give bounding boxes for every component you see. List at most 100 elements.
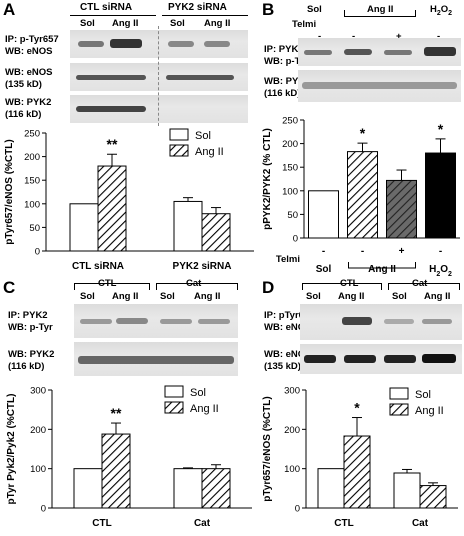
- bar: [386, 179, 417, 239]
- x-tick-label: CTL siRNA: [72, 261, 124, 272]
- y-tick-label: 200: [30, 425, 46, 436]
- legend-label: Sol: [415, 389, 431, 401]
- a-divider: [158, 26, 159, 126]
- legend-swatch: [164, 401, 184, 414]
- x-tick-label: CTL: [92, 518, 111, 529]
- x-tick-sign: -: [361, 246, 364, 257]
- y-axis-label: pPYK2/PYK2 (% CTL): [262, 128, 273, 230]
- b-blot-label: WB: PYK2: [264, 76, 311, 87]
- y-axis-label: pTyr657/eNOS (%CTL): [262, 396, 273, 501]
- y-tick-label: 200: [282, 139, 298, 150]
- bar: [425, 152, 456, 239]
- significance-mark: **: [111, 405, 122, 421]
- significance-mark: *: [360, 125, 366, 141]
- c-lane-label: Sol: [160, 291, 175, 302]
- b-telmi-sign: +: [396, 31, 402, 42]
- bar: [201, 213, 231, 252]
- x-tick-label: Cat: [194, 518, 211, 529]
- x-tick-label: PYK2 siRNA: [173, 261, 232, 272]
- a-blot-label: (135 kD): [5, 79, 42, 90]
- a-lane-label: Sol: [80, 18, 95, 29]
- b-telmi-sign: -: [318, 31, 322, 42]
- c-lane-label: Sol: [80, 291, 95, 302]
- legend-label: Ang II: [195, 146, 224, 158]
- b-top-bracket: [344, 10, 416, 17]
- bar: [419, 485, 447, 509]
- b-top-sol: Sol: [307, 4, 322, 15]
- legend-label: Ang II: [190, 403, 219, 415]
- x-label-angii: Ang II: [368, 264, 396, 275]
- c-blot-label: IP: PYK2: [8, 310, 48, 321]
- d-blot-label: WB: eNOS: [264, 349, 312, 360]
- chart-b: 0 50 100 150 200 250 pPYK2/PYK2 (% CTL) - - + - * * T…: [262, 116, 460, 276]
- a-blot-label: IP: p-Tyr657: [5, 34, 59, 45]
- b-blot-label: WB: p-Tyr: [264, 56, 309, 67]
- a-group-header-pyk2: PYK2 siRNA: [168, 2, 227, 13]
- y-tick-label: 50: [29, 223, 40, 234]
- y-tick-label: 0: [41, 504, 46, 515]
- x-bracket: [348, 262, 416, 269]
- panel-a-label: A: [3, 0, 16, 19]
- significance-mark: *: [354, 400, 360, 416]
- b-top-angii: Ang II: [367, 4, 394, 15]
- c-lane-label: Ang II: [194, 291, 221, 302]
- d-lane-label: Ang II: [424, 291, 451, 302]
- y-tick-label: 250: [24, 129, 40, 140]
- y-tick-label: 150: [24, 176, 40, 187]
- a-lane-label: Ang II: [204, 18, 231, 29]
- c-blot-label: WB: PYK2: [8, 349, 55, 360]
- y-tick-label: 100: [24, 199, 40, 210]
- b-telmi-sign: -: [437, 31, 441, 42]
- c-blot-label: (116 kD): [8, 361, 45, 372]
- chart-c: 0 100 200 300 pTyr Pyk2/Pyk2 (%CTL) CTL Cat ** S…: [6, 385, 252, 529]
- d-lane-label: Ang II: [338, 291, 365, 302]
- d-header-line-2: [388, 283, 460, 290]
- panel-c-label: C: [3, 278, 16, 297]
- chart-a: 0 50 100 150 200 250 pTyr657/eNOS (%CTL) CTL si…: [4, 128, 254, 272]
- legend-label: Sol: [190, 387, 206, 399]
- y-axis-label: pTyr Pyk2/Pyk2 (%CTL): [6, 394, 17, 505]
- y-tick-label: 250: [282, 116, 298, 127]
- y-tick-label: 0: [295, 504, 300, 515]
- bar: [101, 433, 131, 509]
- bar: [393, 472, 421, 509]
- d-lane-label: Sol: [306, 291, 321, 302]
- x-tick-label: CTL: [334, 518, 353, 529]
- a-header-line-1: [70, 15, 156, 16]
- b-blot-label: IP: PYK2: [264, 44, 304, 55]
- x-label-h2o2: H2O2: [429, 264, 452, 276]
- legend-swatch: [389, 403, 409, 416]
- y-tick-label: 100: [284, 464, 300, 475]
- chart-d: 0 100 200 300 pTyr657/eNOS (%CTL) CTL Cat * Sol A…: [262, 386, 458, 529]
- panel-d-label: D: [262, 278, 275, 297]
- bar: [317, 468, 345, 509]
- x-label-sol: Sol: [316, 264, 332, 275]
- a-blot-3: [70, 95, 248, 123]
- d-blot-label: IP: pTyr657: [264, 310, 315, 321]
- c-header-line-2: [156, 283, 238, 290]
- y-tick-label: 200: [24, 152, 40, 163]
- bar: [347, 151, 378, 239]
- y-tick-label: 300: [30, 386, 46, 397]
- c-lane-label: Ang II: [112, 291, 139, 302]
- legend-swatch: [169, 128, 189, 141]
- x-tick-row-label: Telmi: [276, 254, 300, 265]
- legend-swatch: [164, 385, 184, 398]
- b-telmi-sign: -: [352, 31, 356, 42]
- d-lane-label: Sol: [392, 291, 407, 302]
- bar: [73, 468, 103, 509]
- legend-swatch: [389, 387, 409, 400]
- d-blot-label: WB: eNOS: [264, 322, 312, 333]
- y-tick-label: 0: [35, 247, 40, 258]
- significance-mark: *: [438, 121, 444, 137]
- significance-mark: **: [107, 136, 118, 152]
- a-header-line-2: [162, 15, 248, 16]
- bar: [343, 435, 371, 509]
- d-blot-2: [300, 344, 462, 374]
- a-lane-label: Ang II: [112, 18, 139, 29]
- x-tick-sign: -: [322, 246, 325, 257]
- a-lane-label: Sol: [170, 18, 185, 29]
- c-blot-label: WB: p-Tyr: [8, 322, 53, 333]
- bar: [173, 200, 203, 252]
- bar: [69, 203, 99, 252]
